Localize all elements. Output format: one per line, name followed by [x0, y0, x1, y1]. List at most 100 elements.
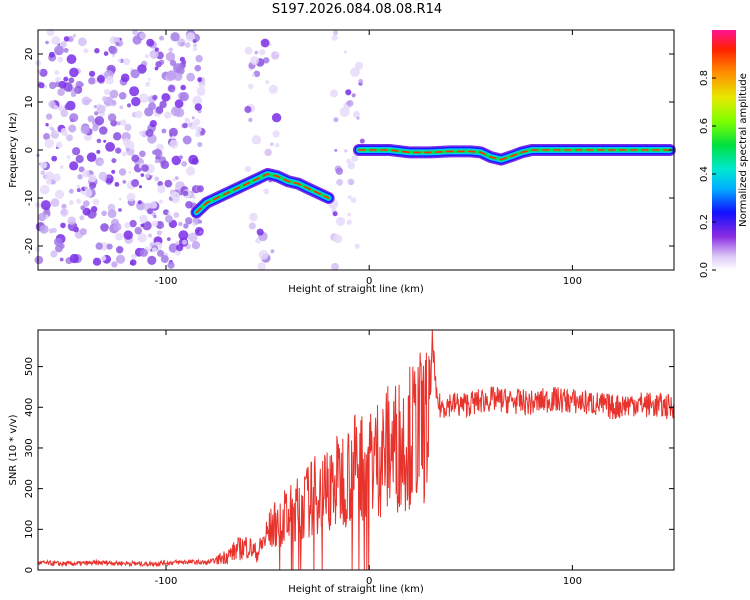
noise-blob	[180, 84, 186, 91]
noise-blob	[193, 43, 197, 48]
noise-blob	[106, 243, 113, 250]
noise-blob	[195, 126, 202, 133]
noise-blob	[192, 47, 198, 52]
noise-blob	[60, 128, 68, 135]
snr-frame	[37, 329, 675, 571]
noise-blob	[61, 203, 67, 209]
noise-blob	[132, 29, 139, 36]
noise-blob	[331, 34, 338, 41]
ridge-0-layer-4	[195, 173, 330, 214]
noise-blob	[182, 122, 188, 129]
noise-blob	[179, 92, 189, 102]
noise-blob	[69, 161, 79, 171]
noise-blob	[134, 226, 143, 235]
noise-blob	[120, 73, 130, 83]
noise-blob	[155, 61, 162, 68]
noise-blob	[270, 142, 274, 146]
noise-blob	[79, 228, 87, 236]
noise-blob	[140, 223, 144, 228]
noise-blob	[157, 180, 163, 187]
noise-blob	[66, 155, 71, 160]
noise-blob	[138, 130, 144, 136]
noise-blob	[336, 179, 343, 186]
snr-series-line	[37, 329, 675, 571]
noise-blob	[45, 40, 49, 45]
noise-blob	[40, 170, 46, 175]
noise-blob	[83, 48, 89, 54]
noise-blob	[191, 241, 201, 250]
noise-blob	[152, 94, 158, 101]
noise-blob	[108, 175, 112, 179]
noise-blob	[94, 116, 105, 126]
noise-blob	[45, 113, 53, 120]
noise-blob	[171, 191, 180, 201]
noise-blob	[347, 212, 352, 217]
noise-blob	[149, 120, 157, 128]
noise-blob	[352, 110, 360, 118]
noise-blob	[176, 244, 184, 252]
noise-blob	[152, 149, 157, 155]
noise-blob	[76, 184, 81, 189]
noise-blob	[105, 142, 115, 152]
noise-blob	[152, 220, 158, 227]
noise-blob	[263, 188, 270, 195]
noise-blob	[251, 135, 262, 145]
noise-blob	[264, 148, 272, 157]
noise-blob	[265, 80, 270, 84]
noise-blob	[103, 51, 109, 56]
noise-blob	[196, 185, 204, 193]
noise-blob	[98, 171, 108, 181]
noise-blob	[140, 173, 145, 177]
noise-blob	[76, 188, 81, 193]
noise-blob	[257, 262, 266, 271]
noise-blob	[137, 200, 142, 205]
noise-blob	[169, 139, 179, 149]
noise-blob	[59, 257, 64, 262]
noise-blob	[168, 47, 174, 53]
noise-blob	[57, 88, 65, 96]
colorbar-tick-label: 0.4	[699, 166, 710, 182]
noise-blob	[54, 70, 60, 75]
noise-blob	[110, 100, 117, 107]
noise-blob	[197, 77, 203, 83]
noise-blob	[178, 221, 183, 227]
noise-blob	[66, 54, 77, 65]
noise-blob	[178, 155, 183, 160]
noise-blob	[248, 222, 256, 230]
noise-blob	[270, 249, 275, 254]
noise-blob	[130, 69, 140, 79]
noise-blob	[100, 255, 107, 262]
noise-blob	[171, 89, 175, 93]
snr-y-label: SNR (10 * v/v)	[8, 414, 19, 485]
noise-blob	[131, 253, 137, 259]
noise-blob	[92, 257, 102, 266]
noise-blob	[154, 47, 159, 52]
noise-blob	[81, 96, 91, 106]
noise-blob	[118, 197, 122, 201]
spectrogram-xtick-label: 0	[366, 276, 372, 287]
noise-blob	[95, 242, 103, 250]
noise-blob	[346, 219, 352, 225]
noise-blob	[146, 38, 155, 47]
noise-blob	[332, 211, 338, 217]
noise-blob	[164, 111, 172, 119]
spectrogram-ytick-label: -20	[24, 238, 35, 254]
noise-blob	[166, 237, 171, 242]
noise-blob	[129, 219, 137, 228]
noise-blob	[94, 48, 100, 54]
noise-blob	[248, 117, 253, 123]
noise-blob	[250, 56, 259, 65]
noise-blob	[194, 103, 202, 111]
noise-blob	[58, 80, 67, 89]
noise-blob	[137, 64, 147, 74]
noise-blob	[63, 47, 69, 53]
noise-blob	[72, 147, 81, 156]
noise-blob	[126, 192, 136, 202]
noise-blob	[170, 32, 180, 42]
noise-blob	[77, 174, 83, 180]
noise-blob	[103, 139, 107, 143]
noise-blob	[48, 51, 55, 58]
noise-blob	[167, 261, 175, 269]
noise-blob	[182, 190, 189, 197]
